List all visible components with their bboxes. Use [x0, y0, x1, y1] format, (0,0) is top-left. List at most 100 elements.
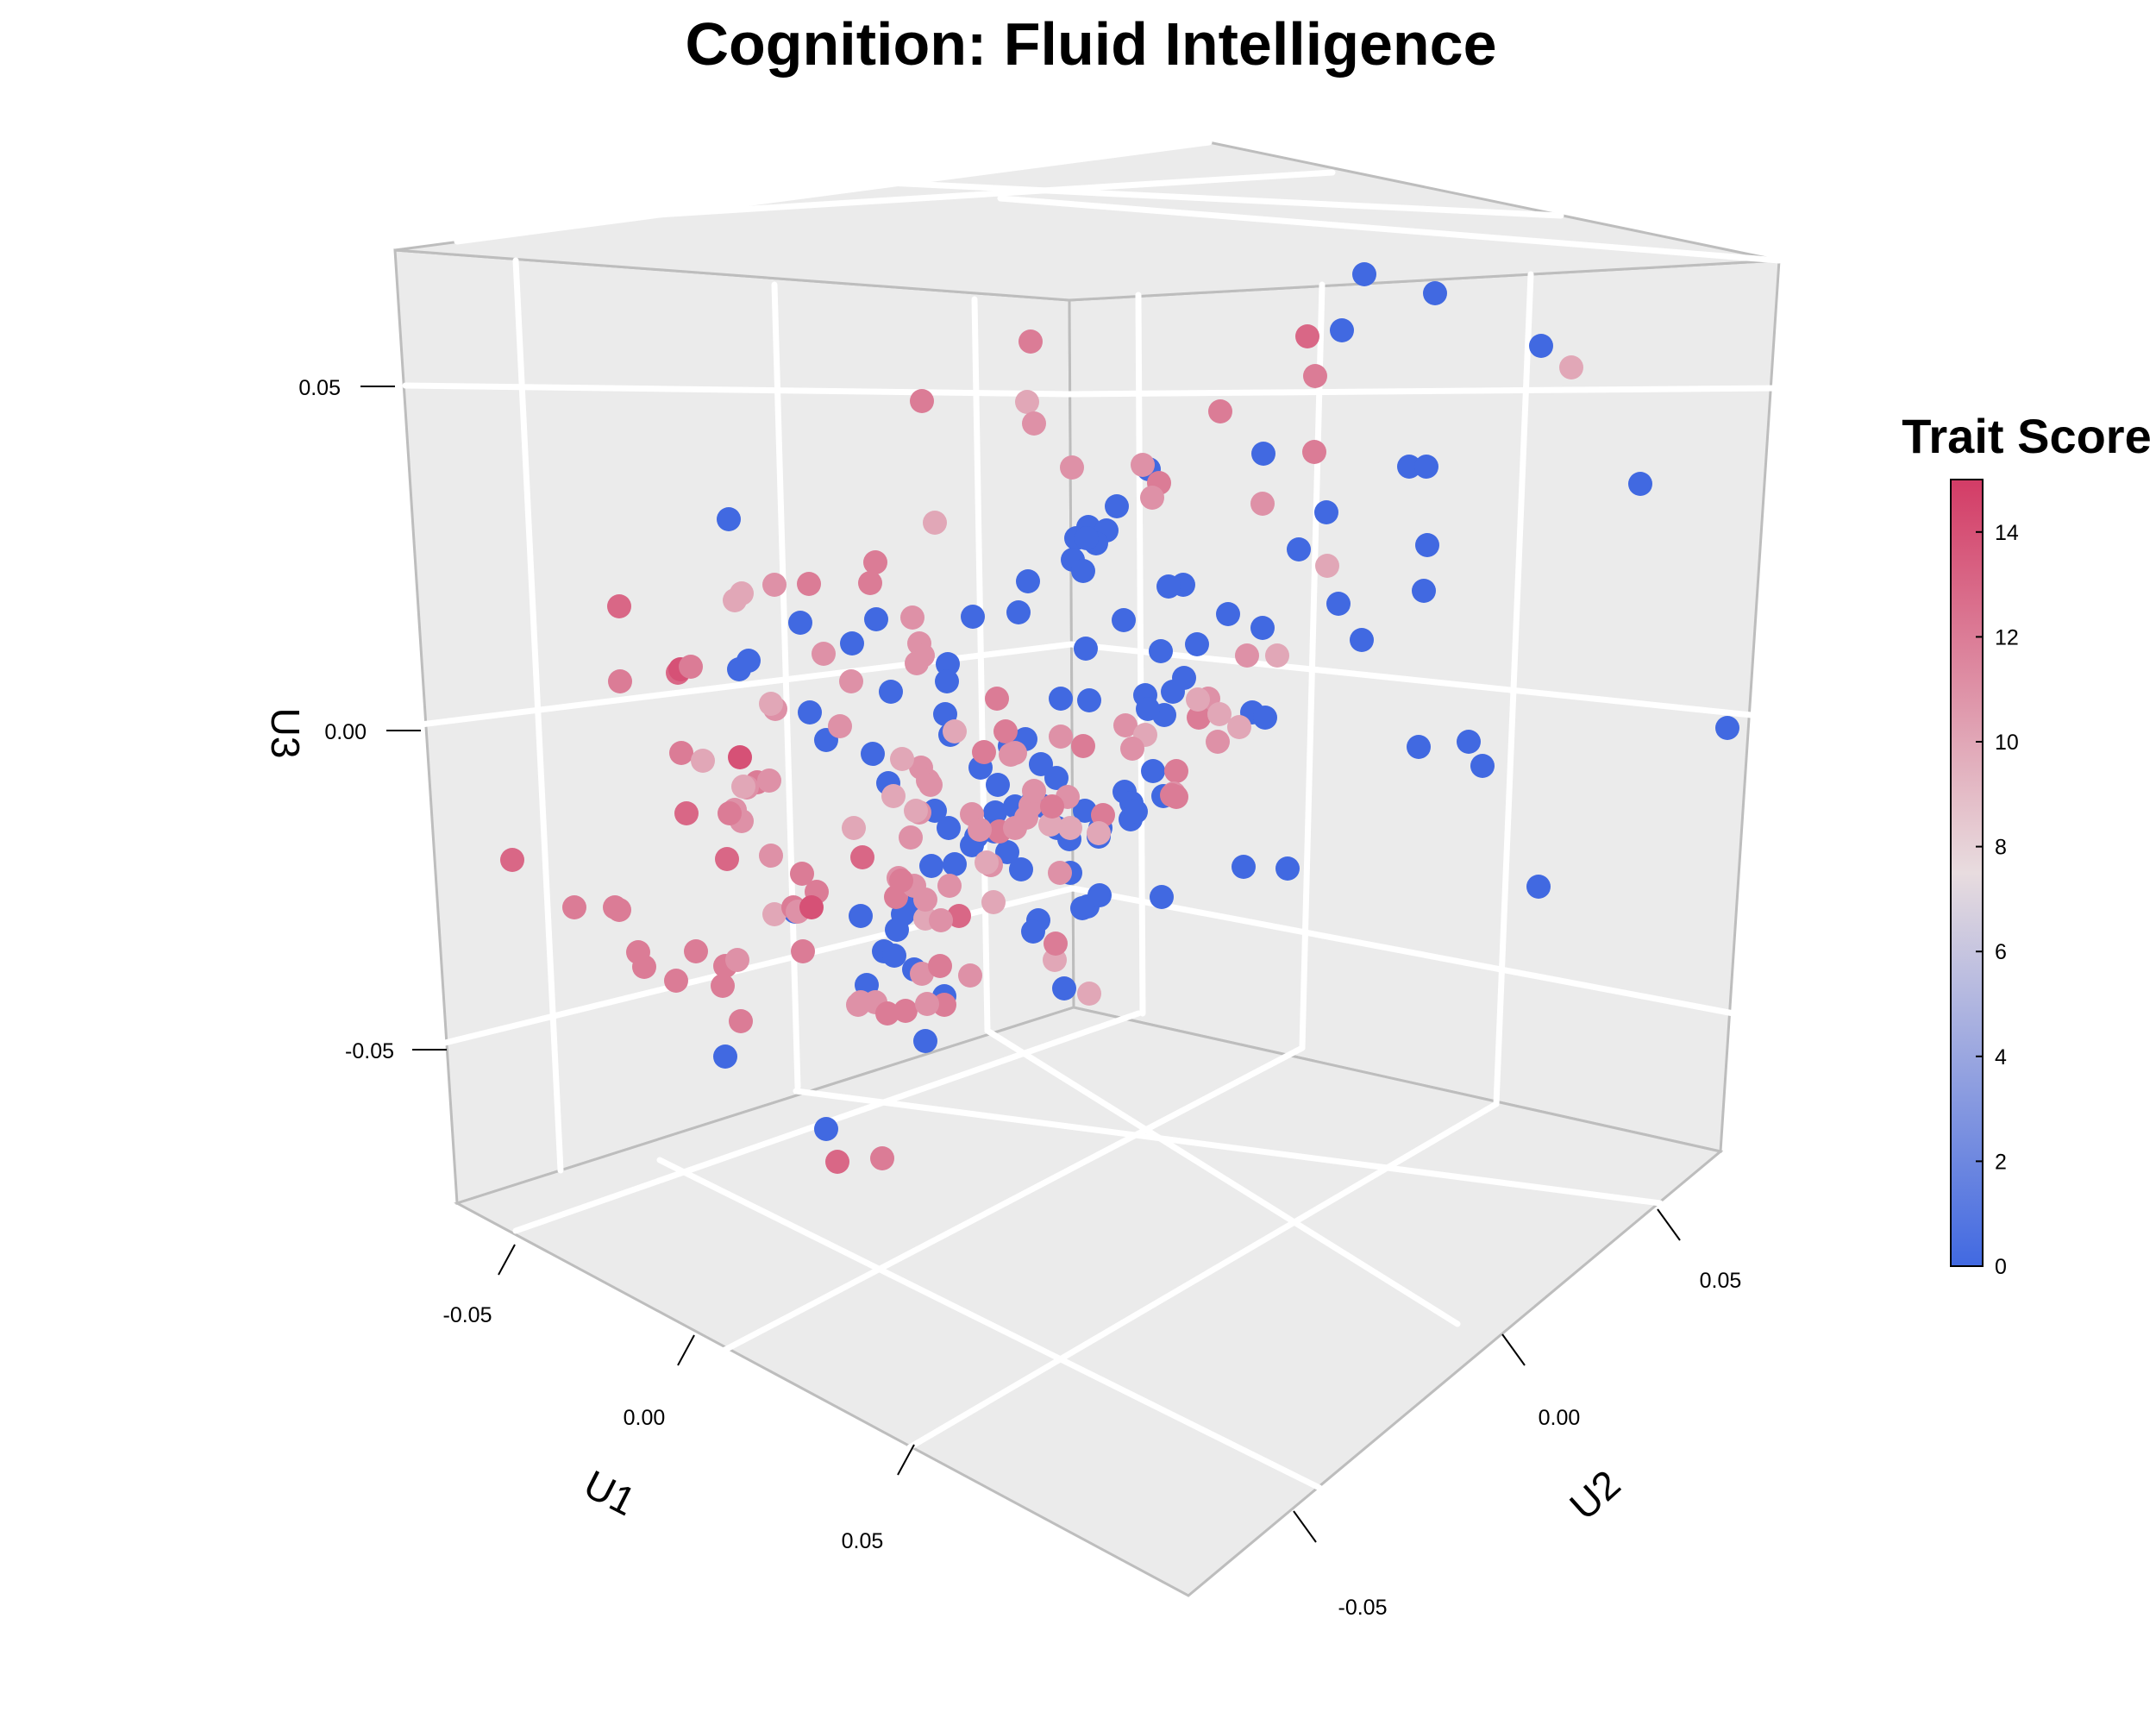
z-axis: 0.05 0.00 -0.05 U3	[263, 376, 447, 1063]
data-point	[717, 507, 741, 531]
data-point	[562, 895, 586, 919]
data-point	[1559, 355, 1583, 380]
data-point	[858, 571, 882, 595]
data-point	[968, 818, 992, 842]
data-point	[603, 895, 627, 919]
data-point	[825, 1150, 849, 1174]
data-point	[1021, 919, 1045, 944]
data-point	[1187, 706, 1211, 730]
colorbar: Trait Score 0 2 4 6 8 10 12 14	[1902, 409, 2151, 1279]
data-point	[905, 651, 929, 675]
data-point	[715, 847, 739, 871]
data-point	[1208, 399, 1232, 423]
data-point	[842, 816, 866, 840]
data-point	[1470, 754, 1495, 778]
data-point	[861, 742, 885, 766]
data-point	[1044, 766, 1069, 790]
colorbar-tick-label: 6	[1995, 940, 2007, 964]
colorbar-title: Trait Score	[1902, 409, 2151, 463]
data-point	[762, 902, 787, 926]
z-tick-label: 0.00	[324, 720, 367, 744]
data-point	[875, 1001, 899, 1026]
data-point	[1074, 637, 1098, 661]
data-point	[1105, 494, 1129, 518]
data-point	[713, 1044, 737, 1069]
x-tick-label: -0.05	[443, 1303, 492, 1327]
data-point	[839, 669, 863, 693]
data-point	[1295, 324, 1319, 348]
colorbar-tick-label: 8	[1995, 836, 2007, 860]
data-point	[1164, 759, 1188, 783]
data-point	[919, 854, 943, 878]
data-point	[812, 642, 836, 666]
data-point	[731, 775, 755, 799]
data-point	[975, 850, 999, 875]
data-point	[1250, 616, 1275, 640]
x-tick-label: 0.05	[842, 1529, 884, 1553]
data-point	[863, 550, 887, 574]
data-point	[679, 655, 703, 679]
data-point	[1009, 857, 1033, 881]
data-point	[947, 904, 971, 928]
data-point	[1526, 875, 1551, 899]
data-point	[684, 939, 708, 963]
data-point	[1077, 982, 1101, 1006]
data-point	[928, 954, 952, 978]
data-point	[1015, 390, 1039, 414]
data-point	[1150, 885, 1174, 909]
data-point	[904, 799, 928, 823]
data-point	[1232, 855, 1256, 879]
data-point	[626, 940, 650, 964]
data-point	[1040, 794, 1064, 819]
y-tick-label: 0.05	[1700, 1269, 1742, 1293]
data-point	[1352, 262, 1376, 286]
data-point	[674, 801, 699, 825]
data-point	[923, 511, 947, 535]
data-point	[669, 741, 693, 765]
data-point	[1715, 716, 1739, 740]
data-point	[1075, 526, 1099, 550]
data-point	[893, 999, 918, 1023]
data-point	[608, 669, 632, 693]
data-point	[691, 749, 715, 773]
data-point	[986, 773, 1010, 797]
data-point	[1250, 492, 1275, 516]
data-point	[995, 840, 1019, 864]
data-point	[723, 588, 747, 612]
data-point	[1124, 800, 1148, 824]
data-point	[798, 700, 822, 724]
data-point	[728, 745, 752, 769]
data-point	[1141, 759, 1165, 783]
data-point	[981, 890, 1006, 914]
data-point	[915, 992, 939, 1016]
y-tick-label: 0.00	[1539, 1406, 1581, 1430]
data-point	[1350, 628, 1374, 652]
data-point	[899, 825, 923, 850]
colorbar-tick-label: 12	[1995, 625, 2019, 649]
data-point	[791, 939, 815, 963]
data-point	[918, 773, 943, 797]
data-point	[757, 768, 781, 793]
data-point	[1315, 554, 1339, 578]
data-point	[1423, 281, 1447, 305]
data-point	[864, 607, 888, 631]
data-point	[961, 605, 985, 629]
data-point	[1628, 472, 1652, 496]
data-point	[1186, 687, 1210, 712]
data-point	[910, 389, 934, 413]
colorbar-tick-label: 10	[1995, 731, 2019, 755]
data-point	[1016, 569, 1040, 593]
data-point	[1113, 713, 1138, 737]
data-point	[936, 652, 960, 676]
z-tick-label: -0.05	[345, 1039, 394, 1063]
colorbar-gradient	[1950, 479, 1984, 1267]
data-point	[1275, 856, 1300, 881]
z-tick-label: 0.05	[298, 376, 341, 400]
data-point	[788, 611, 812, 635]
data-point	[1287, 537, 1311, 561]
data-point	[1149, 639, 1173, 663]
data-point	[983, 800, 1007, 825]
data-point	[935, 669, 959, 693]
data-point	[1022, 779, 1046, 803]
